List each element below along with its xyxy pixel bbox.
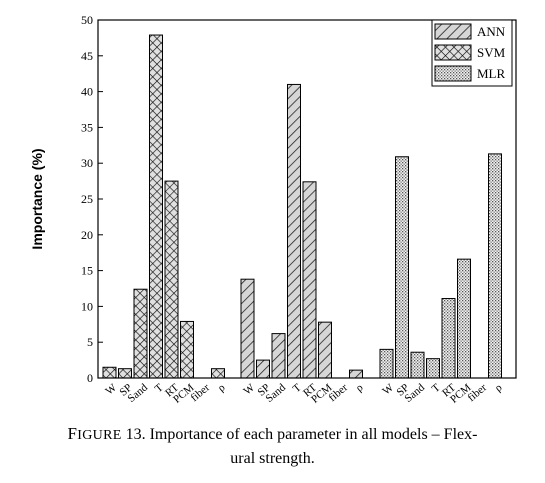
bar-mlr-3 <box>426 358 440 379</box>
bar-ann-4 <box>302 181 317 379</box>
bar-mlr-1 <box>395 156 409 379</box>
y-axis-ticks: 0 5 10 15 20 25 30 35 40 45 50 <box>81 13 103 385</box>
bar-svm-0 <box>102 366 117 379</box>
bar-svm-5 <box>180 320 194 379</box>
x-tick-label-mlr-6: fiber <box>465 381 489 404</box>
bar-ann-5 <box>318 321 332 379</box>
plot-area-frame <box>97 19 517 379</box>
legend-label-ann: ANN <box>477 24 506 39</box>
bar-svm-7 <box>211 368 225 379</box>
legend-label-svm: SVM <box>477 45 506 60</box>
y-tick-label: 40 <box>81 85 93 99</box>
x-tick-label-ann-6: fiber <box>326 381 350 404</box>
bar-ann-2 <box>271 333 286 379</box>
legend-label-mlr: MLR <box>477 66 506 81</box>
y-tick-label: 0 <box>87 371 93 385</box>
bar-mlr-2 <box>410 351 425 379</box>
bars <box>102 34 502 379</box>
bar-mlr-7 <box>488 153 502 379</box>
x-tick-label-ann-7: ρ <box>354 381 366 394</box>
y-tick-label: 50 <box>81 13 93 27</box>
bar-ann-7 <box>349 369 363 379</box>
x-tick-label-svm-3: T <box>153 381 166 395</box>
y-tick-label: 30 <box>81 156 93 170</box>
bar-ann-3 <box>287 83 301 379</box>
caption-number: 13 <box>125 426 142 443</box>
legend-swatch-ann <box>434 23 472 40</box>
x-tick-label-ann-3: T <box>291 381 304 395</box>
bar-svm-1 <box>118 368 132 379</box>
bar-svm-4 <box>164 180 179 379</box>
bar-mlr-0 <box>379 348 394 379</box>
bar-mlr-4 <box>441 298 456 379</box>
caption-label: FIGURE <box>67 424 122 443</box>
y-tick-label: 25 <box>81 192 93 206</box>
y-tick-label: 15 <box>81 264 93 278</box>
x-tick-label-svm-7: ρ <box>216 381 228 394</box>
y-tick-label: 45 <box>81 49 93 63</box>
x-tick-label-mlr-3: T <box>430 381 443 395</box>
y-tick-label: 35 <box>81 120 93 134</box>
bar-svm-3 <box>149 34 163 379</box>
figure-caption: FIGURE 13. Importance of each parameter … <box>0 422 545 470</box>
y-tick-label: 10 <box>81 299 93 313</box>
caption-text-line2: ural strength. <box>230 450 315 467</box>
y-tick-label: 5 <box>87 335 93 349</box>
legend-swatch-mlr <box>434 65 472 82</box>
caption-text-line1: . Importance of each parameter in all mo… <box>141 426 478 443</box>
bar-svm-2 <box>133 288 148 379</box>
legend-swatch-svm <box>434 44 472 61</box>
bar-ann-1 <box>256 359 270 379</box>
bar-ann-0 <box>240 278 255 379</box>
legend: ANN SVM MLR <box>431 19 513 87</box>
x-tick-label-mlr-7: ρ <box>493 381 505 394</box>
x-tick-label-svm-6: fiber <box>188 381 212 404</box>
y-tick-label: 20 <box>81 228 93 242</box>
y-axis-label: Importance (%) <box>29 148 45 249</box>
bar-mlr-5 <box>457 258 471 379</box>
